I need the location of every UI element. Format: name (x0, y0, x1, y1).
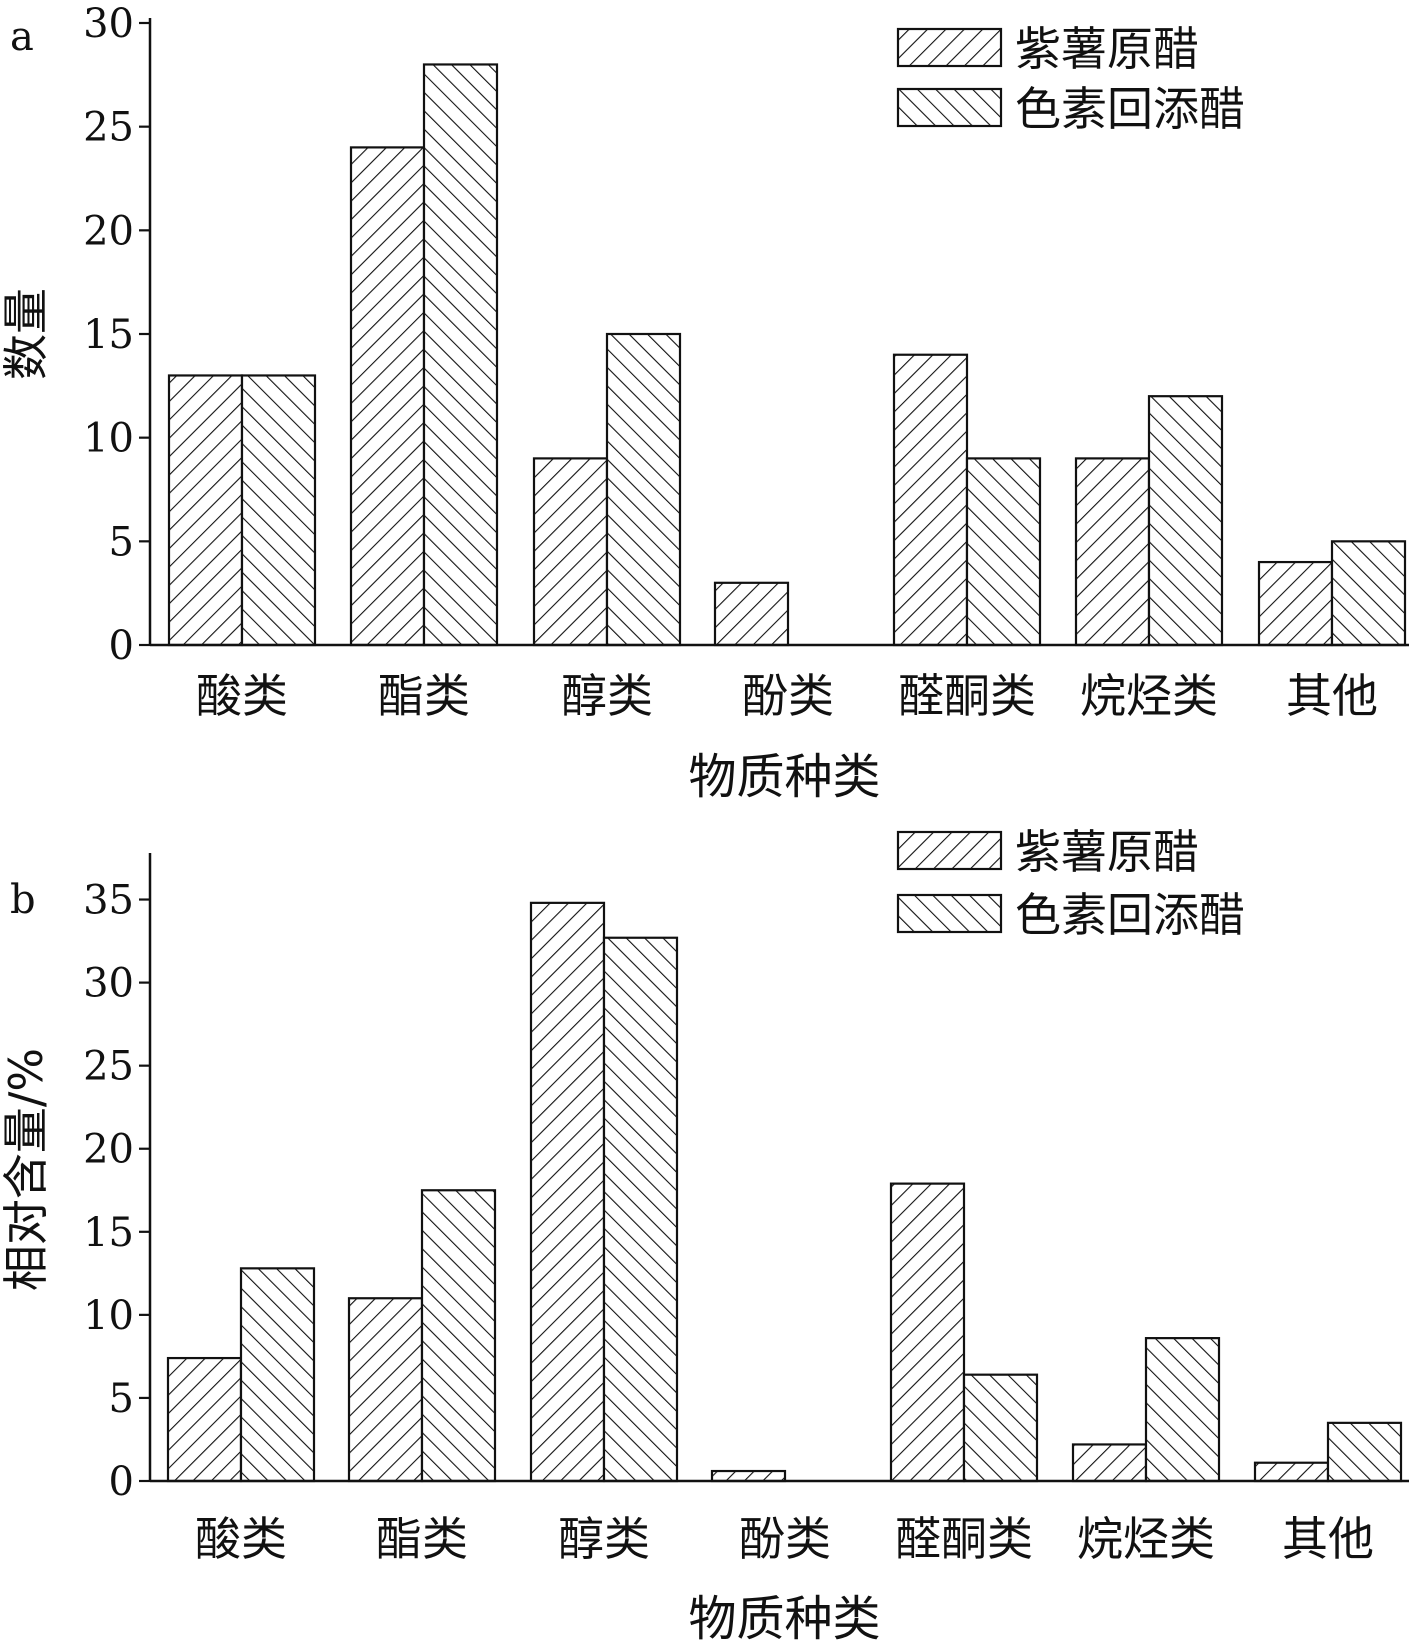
bar-b-s1-c7 (1253, 1461, 1330, 1483)
x-category-label-a-7: 其他 (1286, 669, 1378, 723)
x-category-label-b-2: 酯类 (376, 1512, 468, 1566)
bar-b-s2-c2 (420, 1189, 497, 1483)
y-tick-label-b-35: 35 (83, 878, 134, 924)
bar-a-s2-c5 (965, 457, 1042, 647)
y-tick-label-a-10: 10 (83, 416, 134, 462)
y-tick-label-b-25: 25 (83, 1044, 134, 1090)
bar-a-s1-c2 (349, 146, 426, 647)
bar-a-s2-c3 (605, 332, 682, 647)
y-tick-label-a-20: 20 (83, 208, 134, 254)
x-category-label-a-5: 醛酮类 (898, 669, 1036, 723)
bar-a-s2-c6 (1147, 395, 1224, 647)
bar-b-s1-c4 (710, 1469, 787, 1483)
x-category-label-b-3: 醇类 (558, 1512, 650, 1566)
y-tick-label-b-15: 15 (83, 1210, 134, 1256)
bar-b-s2-c6 (1144, 1337, 1221, 1483)
y-tick-label-b-10: 10 (83, 1293, 134, 1339)
x-category-label-b-4: 酚类 (739, 1512, 831, 1566)
x-category-label-a-4: 酚类 (742, 669, 834, 723)
x-category-label-b-5: 醛酮类 (895, 1512, 1033, 1566)
bar-b-s2-c1 (239, 1267, 316, 1483)
y-tick-label-a-30: 30 (83, 1, 134, 47)
legend-label-b-2: 色素回添醋 (1015, 888, 1245, 942)
x-category-label-b-7: 其他 (1282, 1512, 1374, 1566)
bar-a-s1-c6 (1074, 457, 1151, 647)
y-tick-label-b-30: 30 (83, 961, 134, 1007)
bar-b-s1-c2 (347, 1297, 424, 1483)
bar-b-s2-c7 (1326, 1421, 1403, 1483)
legend-swatch-a-2 (896, 87, 1003, 128)
y-axis-title-b: 相对含量/% (0, 1048, 53, 1291)
bar-b-s1-c5 (889, 1182, 966, 1483)
bar-b-s1-c1 (166, 1356, 243, 1483)
x-category-label-a-6: 烷烃类 (1080, 669, 1218, 723)
legend-swatch-b-2 (896, 893, 1003, 934)
y-tick-label-a-5: 5 (109, 519, 134, 565)
bar-a-s1-c7 (1257, 560, 1334, 647)
bar-b-s2-c3 (602, 936, 679, 1483)
bar-a-s1-c4 (713, 581, 790, 647)
bar-a-s2-c7 (1330, 540, 1407, 647)
bar-a-s1-c1 (167, 374, 244, 647)
legend-label-a-1: 紫薯原醋 (1015, 22, 1199, 76)
x-category-label-a-2: 酯类 (378, 669, 470, 723)
x-axis-title-b: 物质种类 (688, 1591, 880, 1646)
legend-swatch-b-1 (896, 830, 1003, 871)
y-tick-label-a-15: 15 (83, 312, 134, 358)
x-axis-title-a: 物质种类 (688, 749, 880, 805)
x-category-label-b-6: 烷烃类 (1077, 1512, 1215, 1566)
bar-a-s2-c1 (240, 374, 317, 647)
y-tick-label-a-25: 25 (83, 105, 134, 151)
x-category-label-a-1: 酸类 (196, 669, 288, 723)
y-axis-title-a: 数量 (0, 288, 53, 380)
x-category-label-b-1: 酸类 (195, 1512, 287, 1566)
bar-a-s1-c5 (892, 353, 969, 647)
x-category-label-a-3: 醇类 (561, 669, 653, 723)
y-tick-label-a-0: 0 (109, 623, 134, 669)
bar-b-s2-c5 (962, 1373, 1039, 1483)
bar-a-s2-c2 (422, 63, 499, 647)
legend-swatch-a-1 (896, 27, 1003, 68)
bar-b-s1-c6 (1071, 1443, 1148, 1483)
bar-a-s1-c3 (532, 457, 609, 647)
legend-label-b-1: 紫薯原醋 (1015, 825, 1199, 879)
y-tick-label-b-0: 0 (109, 1459, 134, 1505)
panel-letter-b: b (10, 877, 36, 923)
y-tick-label-b-5: 5 (109, 1376, 134, 1422)
y-tick-label-b-20: 20 (83, 1127, 134, 1173)
panel-letter-a: a (10, 14, 34, 60)
bar-b-s1-c3 (529, 901, 606, 1483)
legend-label-a-2: 色素回添醋 (1015, 82, 1245, 136)
